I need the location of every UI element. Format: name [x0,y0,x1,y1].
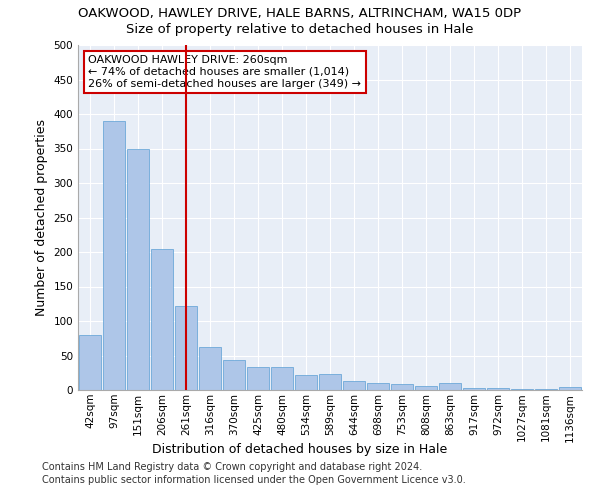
Bar [343,381,365,390]
Text: Size of property relative to detached houses in Hale: Size of property relative to detached ho… [126,22,474,36]
Bar [199,346,221,390]
Text: Distribution of detached houses by size in Hale: Distribution of detached houses by size … [152,442,448,456]
Text: Contains HM Land Registry data © Crown copyright and database right 2024.: Contains HM Land Registry data © Crown c… [42,462,422,472]
Bar [175,306,197,390]
Bar [559,387,581,390]
Bar [295,375,317,390]
Y-axis label: Number of detached properties: Number of detached properties [35,119,48,316]
Bar [319,374,341,390]
Bar [151,248,173,390]
Bar [247,367,269,390]
Text: Contains public sector information licensed under the Open Government Licence v3: Contains public sector information licen… [42,475,466,485]
Bar [439,383,461,390]
Bar [223,360,245,390]
Bar [511,388,533,390]
Bar [271,367,293,390]
Bar [391,384,413,390]
Bar [487,388,509,390]
Text: OAKWOOD, HAWLEY DRIVE, HALE BARNS, ALTRINCHAM, WA15 0DP: OAKWOOD, HAWLEY DRIVE, HALE BARNS, ALTRI… [79,8,521,20]
Bar [79,335,101,390]
Bar [415,386,437,390]
Bar [463,388,485,390]
Bar [535,388,557,390]
Bar [367,383,389,390]
Bar [103,121,125,390]
Bar [127,148,149,390]
Text: OAKWOOD HAWLEY DRIVE: 260sqm
← 74% of detached houses are smaller (1,014)
26% of: OAKWOOD HAWLEY DRIVE: 260sqm ← 74% of de… [88,56,361,88]
